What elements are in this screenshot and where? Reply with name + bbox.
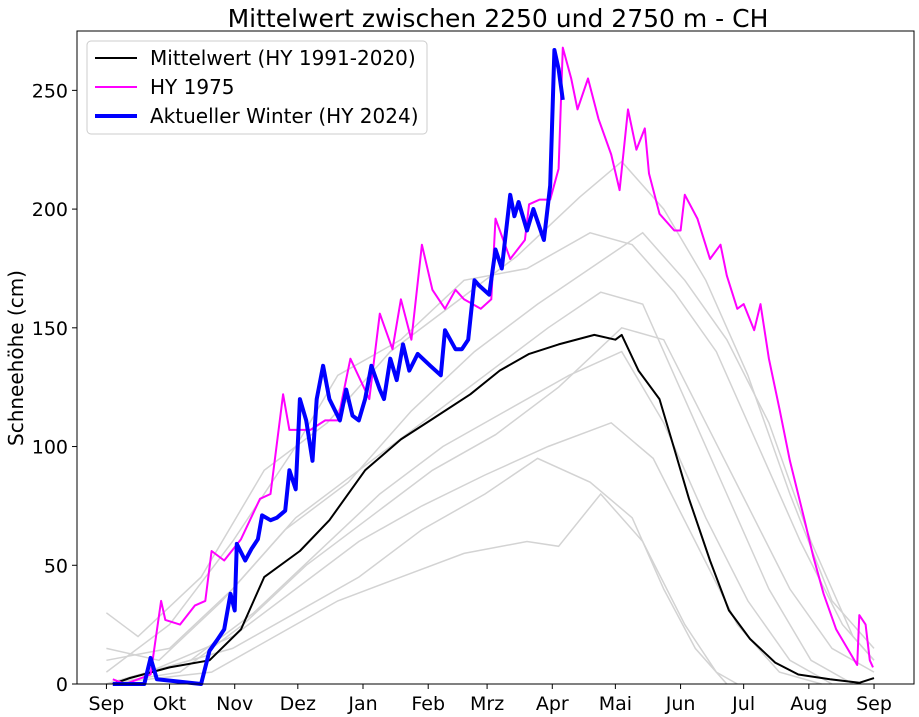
y-tick-label: 0	[56, 674, 68, 696]
y-tick-label: 50	[44, 555, 68, 577]
x-tick-label: Sep	[856, 693, 892, 715]
y-tick-label: 200	[32, 199, 68, 221]
legend-label-1975: HY 1975	[150, 75, 235, 99]
x-tick-label: Jun	[665, 693, 696, 715]
x-tick-label: Mai	[599, 693, 632, 715]
legend-label-mean: Mittelwert (HY 1991-2020)	[150, 46, 416, 70]
x-tick-label: Dez	[280, 693, 316, 715]
x-tick-label: Mrz	[470, 693, 504, 715]
other-year-line-6	[106, 326, 875, 685]
other-year-line-2	[106, 350, 833, 685]
plot-frame	[76, 30, 915, 685]
x-tick-label: Okt	[153, 693, 186, 715]
legend: Mittelwert (HY 1991-2020) HY 1975 Aktuel…	[86, 40, 428, 135]
y-tick-label: 100	[32, 437, 68, 459]
series-line-0	[112, 333, 875, 685]
chart-title: Mittelwert zwischen 2250 und 2750 m - CH	[228, 4, 769, 33]
legend-label-current: Aktueller Winter (HY 2024)	[150, 104, 419, 128]
y-axis-label: Schneehöhe (cm)	[4, 270, 28, 446]
highlight-lines	[112, 46, 875, 686]
other-years-lines	[105, 160, 875, 685]
other-year-line-8	[106, 457, 728, 685]
other-year-line-7	[106, 231, 875, 662]
other-year-line-4	[106, 492, 738, 685]
axis-ticks: Sep Okt Nov Dez Jan Feb Mrz Apr Mai Jun Jul Aug Sep 0…	[32, 80, 892, 715]
other-year-line-5	[105, 231, 875, 673]
series-line-2	[112, 48, 565, 686]
x-tick-label: Apr	[536, 693, 569, 715]
x-tick-label: Jul	[731, 693, 755, 715]
other-year-line-3	[105, 160, 875, 649]
x-tick-label: Nov	[216, 693, 253, 715]
x-tick-label: Aug	[790, 693, 827, 715]
x-tick-label: Feb	[411, 693, 445, 715]
y-tick-label: 150	[32, 318, 68, 340]
series-line-1	[112, 46, 874, 685]
x-tick-label: Sep	[89, 693, 125, 715]
legend-box	[86, 40, 428, 135]
x-tick-label: Jan	[347, 693, 377, 715]
y-tick-label: 250	[32, 80, 68, 102]
